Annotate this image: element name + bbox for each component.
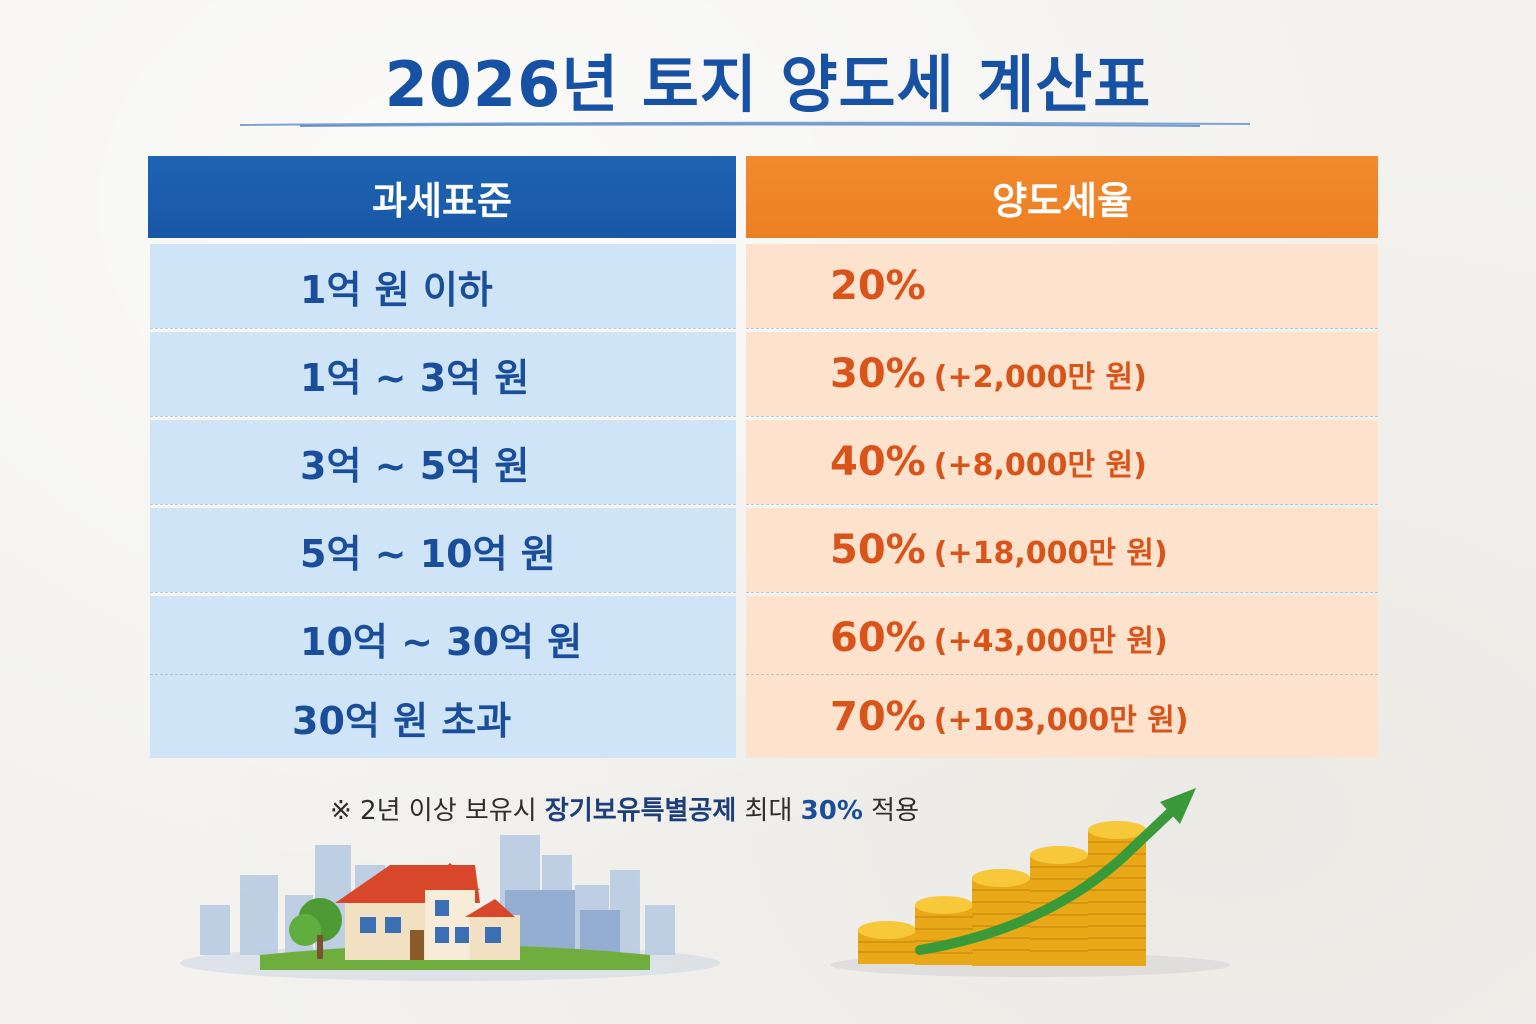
note-middle: 최대	[736, 796, 801, 826]
rate-value: 70%	[830, 694, 926, 740]
tax-base-value: 1억 ~ 3억 원	[300, 355, 530, 400]
row-divider	[150, 416, 736, 417]
rate-value: 50%	[830, 527, 926, 573]
table-row-base: 5억 ~ 10억 원	[150, 508, 736, 592]
row-divider	[746, 328, 1378, 329]
table-row-rate: 70% (+103,000만 원)	[746, 676, 1378, 758]
table-row-base: 30억 원 초과	[150, 676, 736, 758]
note-highlight: 장기보유특별공제	[544, 796, 737, 826]
note-prefix: ※ 2년 이상 보유시	[330, 796, 545, 826]
tax-base-value: 30억 원 초과	[292, 698, 512, 743]
table-row-rate: 50% (+18,000만 원)	[746, 508, 1378, 592]
row-divider	[746, 504, 1378, 505]
rate-value: 40%	[830, 439, 926, 485]
footnote: ※ 2년 이상 보유시 장기보유특별공제 최대 30% 적용	[330, 790, 919, 827]
rate-extra: (+43,000만 원)	[933, 624, 1168, 659]
table-row-rate: 60% (+43,000만 원)	[746, 596, 1378, 680]
table-row-base: 3억 ~ 5억 원	[150, 420, 736, 504]
rate-extra: (+2,000만 원)	[933, 360, 1147, 395]
note-suffix: 적용	[862, 796, 919, 826]
tax-base-value: 5억 ~ 10억 원	[300, 531, 556, 576]
rate-value: 20%	[830, 263, 926, 309]
row-divider	[150, 328, 736, 329]
table-row-rate: 40% (+8,000만 원)	[746, 420, 1378, 504]
row-divider	[746, 592, 1378, 593]
row-divider	[150, 592, 736, 593]
tax-base-value: 10억 ~ 30억 원	[300, 619, 583, 664]
header-tax-rate: 양도세율	[746, 156, 1378, 238]
rate-extra: (+103,000만 원)	[933, 703, 1189, 738]
note-percent: 30%	[800, 796, 863, 826]
tax-base-value: 3억 ~ 5억 원	[300, 443, 530, 488]
tax-rate-table: 과세표준 양도세율 1억 원 이하 20% 1억 ~ 3억 원 30% (+2,0…	[148, 156, 1378, 760]
row-divider	[150, 674, 736, 675]
header-tax-base: 과세표준	[148, 156, 736, 238]
table-row-base: 1억 ~ 3억 원	[150, 332, 736, 416]
rate-value: 30%	[830, 351, 926, 397]
title-underline	[240, 121, 1250, 127]
row-divider	[746, 416, 1378, 417]
coin-stacks-growth-icon	[830, 788, 1230, 977]
page-title: 2026년 토지 양도세 계산표	[384, 48, 1152, 121]
table-row-rate: 30% (+2,000만 원)	[746, 332, 1378, 416]
row-divider	[746, 674, 1378, 675]
row-divider	[150, 504, 736, 505]
tax-base-value: 1억 원 이하	[300, 267, 493, 312]
rate-extra: (+8,000만 원)	[933, 448, 1147, 483]
rate-value: 60%	[830, 615, 926, 661]
table-row-rate: 20%	[746, 244, 1378, 328]
table-row-base: 10억 ~ 30억 원	[150, 596, 736, 680]
rate-extra: (+18,000만 원)	[933, 536, 1168, 571]
table-row-base: 1억 원 이하	[150, 244, 736, 328]
house-city-icon	[180, 835, 720, 981]
